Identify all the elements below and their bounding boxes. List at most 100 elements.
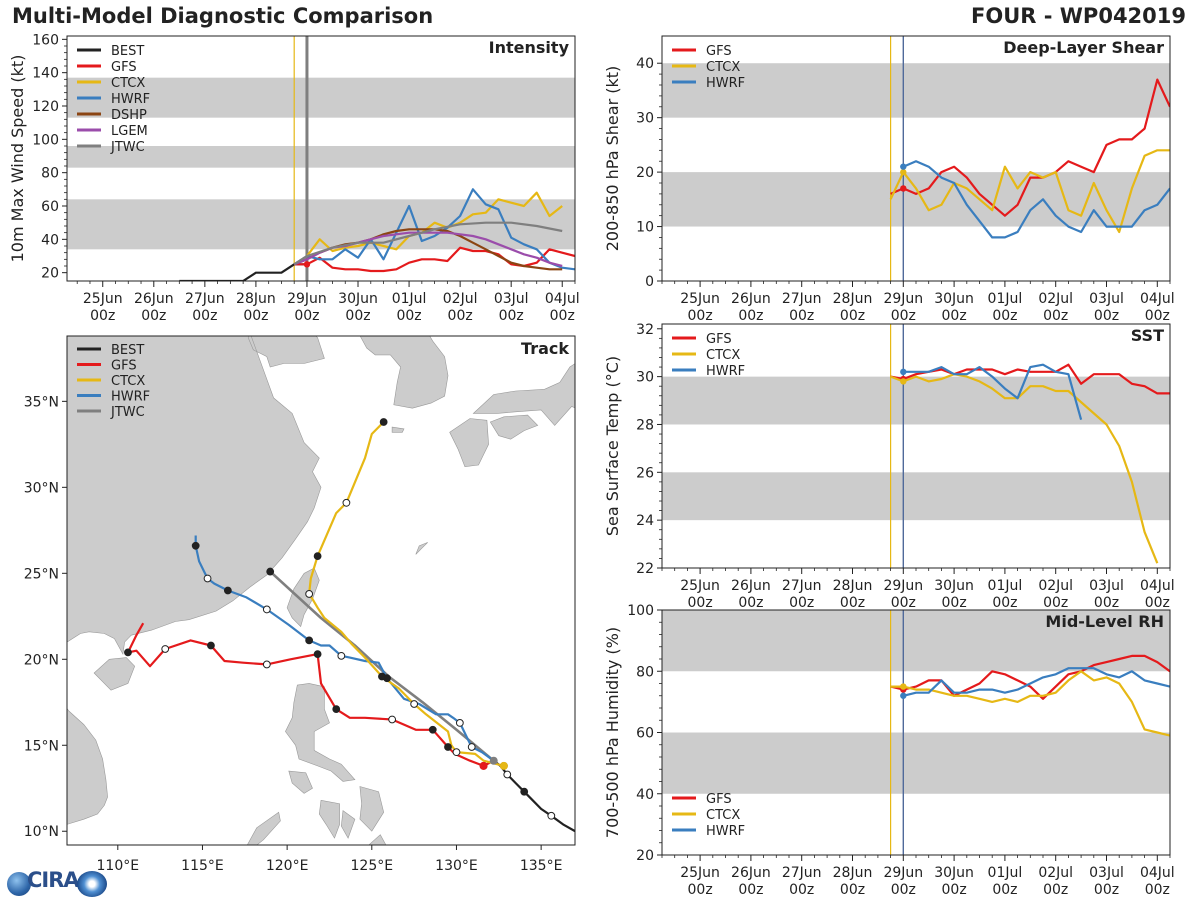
track-point-gfs	[444, 743, 452, 751]
intensity-xtick-day: 30Jun	[338, 291, 378, 307]
intensity-ytick-label: 140	[32, 66, 59, 82]
shear-xtick-hour: 00z	[738, 308, 763, 324]
rh-xtick-day: 29Jun	[883, 865, 923, 881]
intensity-xtick-day: 25Jun	[83, 291, 123, 307]
sst-xtick-hour: 00z	[738, 595, 763, 611]
intensity-legend-label-gfs: GFS	[111, 60, 137, 75]
intensity-xtick-day: 03Jul	[494, 291, 529, 307]
intensity-ytick-label: 80	[41, 166, 59, 182]
track-point-gfs	[313, 650, 322, 659]
vietnam-landmass	[67, 707, 108, 826]
track-ytick-label: 20°N	[24, 652, 59, 668]
cira-logo: CIRA	[5, 868, 115, 898]
track-xtick-label: 130°E	[435, 858, 478, 874]
intensity-legend-label-hwrf: HWRF	[111, 92, 150, 107]
shear-legend-label-hwrf: HWRF	[706, 76, 745, 91]
track-frame	[66, 335, 576, 846]
rh-xtick-hour: 00z	[789, 882, 814, 898]
intensity-xtick-hour: 00z	[396, 308, 421, 324]
rh-xtick-hour: 00z	[688, 882, 713, 898]
shear-ytick-label: 40	[636, 56, 654, 72]
shear-xtick-hour: 00z	[840, 308, 865, 324]
track-point-gfs	[262, 660, 271, 669]
track-start-jtwc	[489, 756, 498, 765]
intensity-xtick-hour: 00z	[141, 308, 166, 324]
storm-id-title: FOUR - WP042019	[971, 4, 1186, 28]
intensity-series-gfs	[294, 246, 575, 273]
rh-ytick-label: 40	[636, 787, 654, 803]
sst-ytick-label: 32	[636, 322, 654, 338]
track-xtick-label: 125°E	[351, 858, 394, 874]
sst-xtick-day: 28Jun	[833, 578, 873, 594]
samar-leyte-islands	[359, 786, 385, 832]
intensity-xtick-day: 26Jun	[134, 291, 174, 307]
shear-xtick-hour: 00z	[891, 308, 916, 324]
rh-xtick-hour: 00z	[738, 882, 763, 898]
track-point-gfs	[332, 705, 341, 714]
shear-legend-label-ctcx: CTCX	[706, 60, 740, 75]
sst-legend-label-hwrf: HWRF	[706, 364, 745, 379]
rh-title: Mid-Level RH	[1045, 612, 1164, 631]
track-legend-label-gfs: GFS	[111, 359, 137, 374]
track-point-gfs	[428, 725, 437, 734]
jeju-island	[391, 426, 405, 433]
shear-ytick-label: 30	[636, 111, 654, 127]
rh-xtick-hour: 00z	[840, 882, 865, 898]
rh-ylabel: 700-500 hPa Humidity (%)	[603, 627, 622, 838]
shear-ytick-label: 10	[636, 220, 654, 236]
sst-legend-label-gfs: GFS	[706, 332, 732, 347]
shear-xtick-hour: 00z	[688, 308, 713, 324]
track-ytick-label: 35°N	[24, 394, 59, 410]
track-land	[67, 336, 575, 845]
rh-xtick-day: 01Jul	[988, 865, 1023, 881]
sst-xtick-hour: 00z	[1094, 595, 1119, 611]
shear-series-ctcx	[889, 149, 1170, 234]
track-point-hwrf	[467, 743, 476, 751]
intensity-xtick-day: 28Jun	[236, 291, 276, 307]
intensity-ytick-label: 20	[41, 266, 59, 282]
track-point-jtwc	[266, 567, 275, 576]
sst-xtick-hour: 00z	[1145, 595, 1170, 611]
intensity-series-hwrf	[293, 188, 575, 271]
sst-series-hwrf	[903, 363, 1083, 420]
track-legend-label-hwrf: HWRF	[111, 390, 150, 405]
intensity-xtick-hour: 00z	[345, 308, 370, 324]
panay-negros-islands	[318, 799, 340, 839]
shear-marker-hwrf	[900, 163, 907, 170]
intensity-frame	[66, 35, 576, 282]
shear-band-1	[662, 63, 1170, 118]
intensity-xtick-hour: 00z	[90, 308, 115, 324]
track-ytick-label: 30°N	[24, 480, 59, 496]
rh-marker-ctcx	[900, 683, 907, 690]
intensity-xtick-day: 29Jun	[287, 291, 327, 307]
sst-ytick-label: 26	[636, 465, 654, 481]
intensity-title: Intensity	[489, 38, 570, 57]
sst-xtick-day: 02Jul	[1038, 578, 1073, 594]
track-point-hwrf	[455, 719, 464, 727]
hainan-island	[93, 657, 136, 691]
track-xtick-label: 115°E	[181, 858, 224, 874]
track-line-ctcx	[308, 421, 505, 767]
rh-band-1	[662, 610, 1170, 672]
rh-xtick-day: 30Jun	[934, 865, 974, 881]
track-point-hwrf	[191, 541, 200, 550]
rh-xtick-hour: 00z	[1094, 882, 1119, 898]
sst-xtick-day: 04Jul	[1140, 578, 1175, 594]
rh-xtick-hour: 00z	[992, 882, 1017, 898]
intensity-xtick-day: 01Jul	[392, 291, 427, 307]
track-legend-label-ctcx: CTCX	[111, 374, 145, 389]
rh-xtick-hour: 00z	[942, 882, 967, 898]
sst-xtick-hour: 00z	[891, 595, 916, 611]
intensity-series-jtwc	[293, 221, 563, 266]
intensity-ytick-label: 120	[32, 99, 59, 115]
cebu-island	[340, 810, 356, 839]
korea-peninsula	[359, 336, 449, 409]
sst-band-0	[662, 472, 1170, 521]
track-point-gfs	[388, 715, 397, 724]
mindoro-island	[288, 770, 313, 794]
shear-xtick-hour: 00z	[789, 308, 814, 324]
intensity-xtick-hour: 00z	[499, 308, 524, 324]
